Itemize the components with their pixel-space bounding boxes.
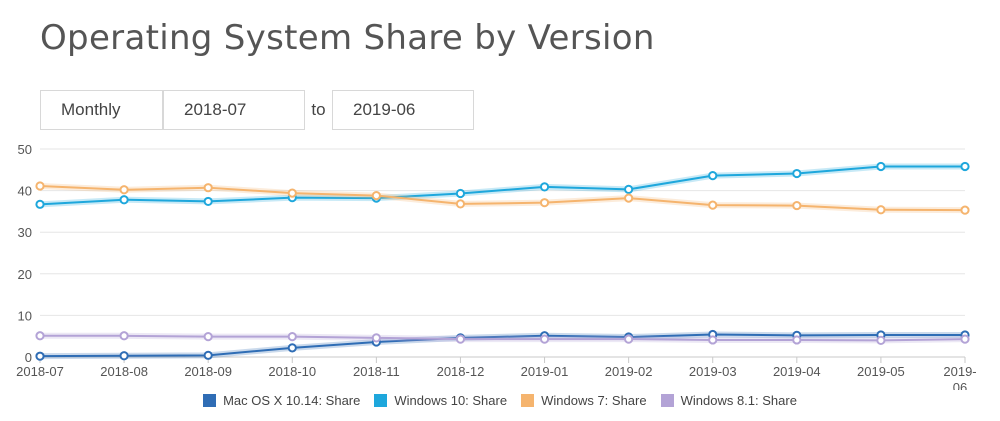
series-line xyxy=(39,165,965,206)
page-title: Operating System Share by Version xyxy=(40,18,655,58)
x-tick-label: 2019-04 xyxy=(773,364,821,379)
x-tick-label: 2019-03 xyxy=(689,364,737,379)
legend-label: Windows 8.1: Share xyxy=(680,393,797,408)
legend-label: Windows 7: Share xyxy=(541,393,647,408)
y-tick-label: 30 xyxy=(18,225,32,240)
data-point xyxy=(35,351,45,361)
x-tick-label: 2019-05 xyxy=(857,364,905,379)
legend-swatch xyxy=(374,394,388,407)
data-point xyxy=(119,331,129,341)
legend-item[interactable]: Windows 10: Share xyxy=(374,393,507,408)
data-point xyxy=(455,334,466,344)
data-point xyxy=(792,168,802,179)
data-point xyxy=(624,193,634,203)
series-line-shadow xyxy=(39,163,965,208)
series-line xyxy=(39,333,965,358)
data-point xyxy=(203,196,213,207)
data-point xyxy=(203,332,213,342)
data-point xyxy=(539,198,550,208)
x-tick-label: 2018-08 xyxy=(100,364,148,379)
legend-item[interactable]: Windows 8.1: Share xyxy=(660,393,797,408)
date-range-controls: Monthly 2018-07 to 2019-06 xyxy=(40,90,474,130)
data-point xyxy=(455,188,466,199)
data-point xyxy=(119,351,129,361)
y-tick-label: 20 xyxy=(18,267,32,282)
data-point xyxy=(960,334,970,344)
data-point xyxy=(287,343,297,353)
legend-swatch xyxy=(660,394,674,407)
data-point xyxy=(119,195,129,205)
legend-label: Windows 10: Share xyxy=(394,393,508,408)
data-point xyxy=(708,171,718,181)
interval-select[interactable]: Monthly xyxy=(40,90,163,130)
data-point xyxy=(287,188,297,198)
series-line xyxy=(39,185,966,212)
y-tick-label: 50 xyxy=(18,142,32,157)
x-tick-label: 2018-12 xyxy=(437,364,485,379)
to-date-input[interactable]: 2019-06 xyxy=(332,90,474,130)
data-point xyxy=(792,335,802,345)
x-tick-label: 2019-01 xyxy=(521,364,569,379)
data-point xyxy=(624,334,634,344)
chart-legend: Mac OS X 10.14: Share Windows 10: Share Wi… xyxy=(0,393,1000,408)
x-tick-label: 2018-11 xyxy=(353,364,400,379)
data-point xyxy=(876,161,886,172)
legend-label: Mac OS X 10.14: Share xyxy=(223,393,361,408)
legend-item[interactable]: Mac OS X 10.14: Share xyxy=(203,393,360,408)
data-point xyxy=(35,331,45,341)
legend-swatch xyxy=(521,394,535,407)
data-point xyxy=(792,200,802,211)
y-tick-label: 40 xyxy=(18,184,32,199)
x-tick-label: 2019- xyxy=(943,364,976,379)
x-tick-label: 2018-07 xyxy=(16,364,64,379)
data-point xyxy=(708,200,718,210)
data-point xyxy=(35,181,45,191)
y-tick-label: 10 xyxy=(18,308,32,323)
data-point xyxy=(287,332,297,342)
data-point xyxy=(371,190,381,201)
line-chart: 0 10 20 30 40 50 2018-07 2018-08 2018-09 2018-10 2… xyxy=(16,142,976,390)
x-tick-label: 2018-09 xyxy=(184,364,232,379)
data-point xyxy=(876,205,886,215)
data-point xyxy=(708,335,718,345)
data-point xyxy=(876,335,886,345)
legend-item[interactable]: Windows 7: Share xyxy=(521,393,647,408)
data-point xyxy=(960,161,970,172)
from-date-input[interactable]: 2018-07 xyxy=(163,90,305,130)
data-point xyxy=(539,182,550,192)
data-point xyxy=(539,334,550,344)
y-tick-label: 0 xyxy=(25,350,32,365)
data-point xyxy=(455,199,466,209)
data-point xyxy=(624,184,634,194)
data-point xyxy=(371,333,381,343)
x-tick-label: 2019-02 xyxy=(605,364,653,379)
x-tick-label: 2018-10 xyxy=(268,364,316,379)
data-point xyxy=(35,199,45,209)
data-point xyxy=(203,183,213,193)
series-line xyxy=(40,334,966,342)
range-separator: to xyxy=(311,100,326,119)
data-point xyxy=(203,350,213,360)
data-point xyxy=(119,185,129,195)
x-tick-label: 06 xyxy=(953,380,967,390)
data-point xyxy=(960,205,970,215)
legend-swatch xyxy=(203,394,217,407)
